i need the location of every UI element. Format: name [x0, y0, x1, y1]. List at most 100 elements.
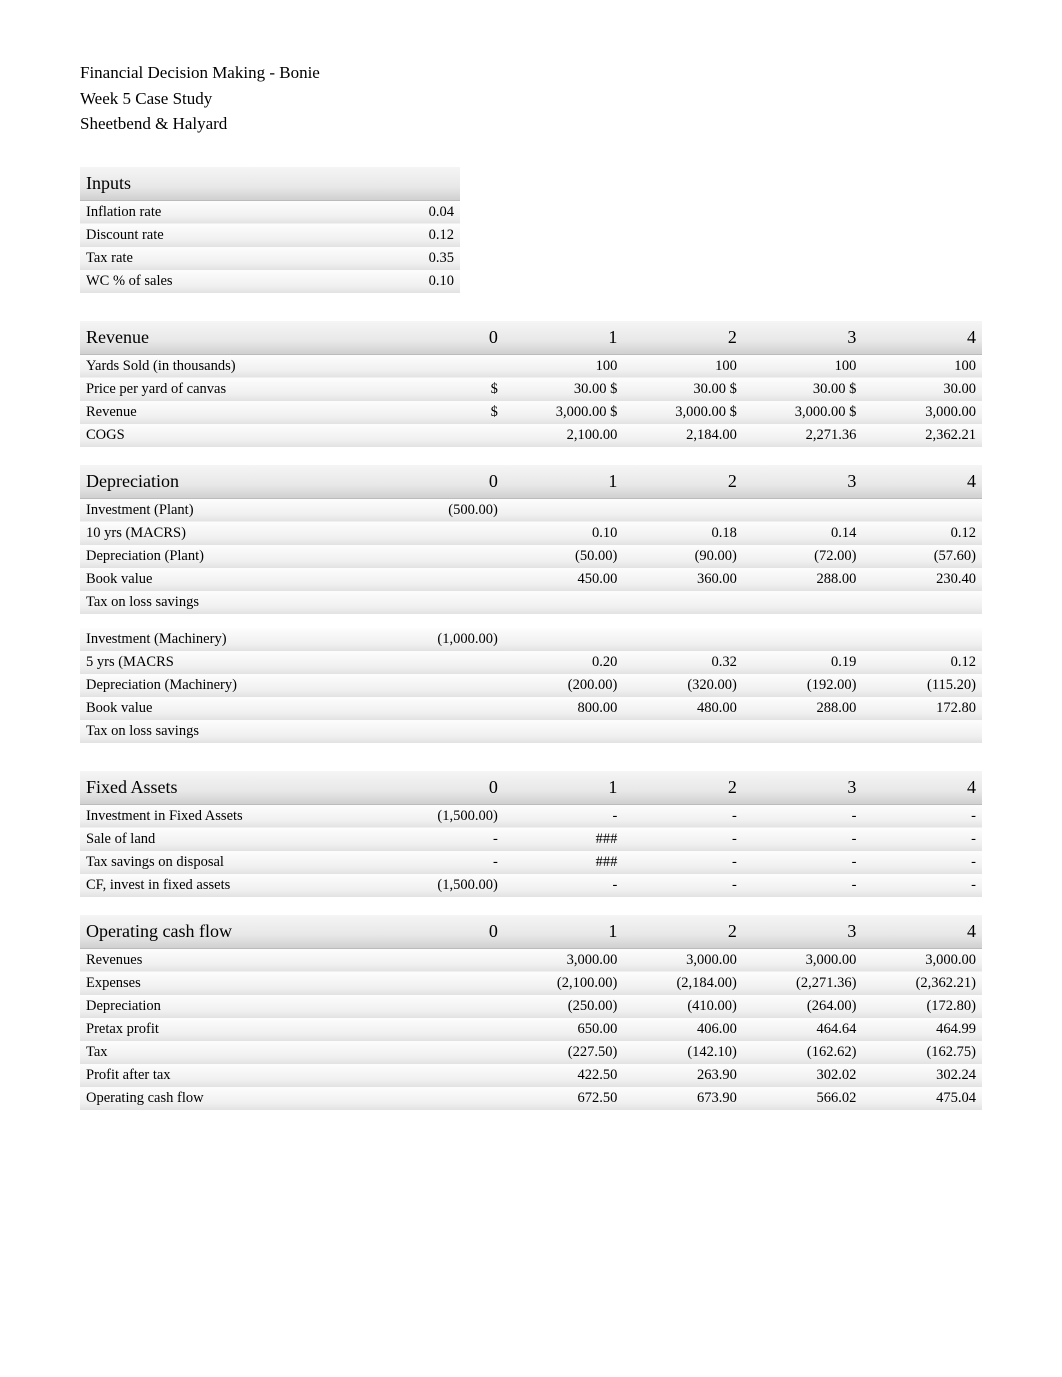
depreciation-cell: 0.12	[862, 651, 982, 674]
title-line-3: Sheetbend & Halyard	[80, 111, 982, 137]
depreciation-label: 5 yrs (MACRS	[80, 651, 384, 674]
year-1: 1	[504, 915, 624, 949]
ocf-row: Expenses(2,100.00)(2,184.00)(2,271.36)(2…	[80, 972, 982, 995]
inputs-value: 0.12	[360, 224, 460, 247]
year-2: 2	[623, 915, 743, 949]
ocf-cell: (172.80)	[862, 995, 982, 1018]
ocf-table: Operating cash flow 0 1 2 3 4 Revenues3,…	[80, 915, 982, 1110]
depreciation-row: Book value800.00480.00288.00172.80	[80, 697, 982, 720]
fixed-assets-label: Sale of land	[80, 828, 384, 851]
depreciation-table: Depreciation 0 1 2 3 4 Investment (Plant…	[80, 465, 982, 743]
depreciation-cell: 0.18	[623, 522, 743, 545]
revenue-row: Price per yard of canvas$30.00 $30.00 $3…	[80, 378, 982, 401]
depreciation-cell: 230.40	[862, 568, 982, 591]
depreciation-cell	[623, 720, 743, 743]
year-0: 0	[384, 915, 504, 949]
ocf-cell: 422.50	[504, 1064, 624, 1087]
ocf-cell: (264.00)	[743, 995, 863, 1018]
ocf-cell: (227.50)	[504, 1041, 624, 1064]
fixed-assets-cell: -	[384, 828, 504, 851]
ocf-cell: 464.64	[743, 1018, 863, 1041]
ocf-label: Revenues	[80, 948, 384, 972]
inputs-value: 0.35	[360, 247, 460, 270]
depreciation-cell	[384, 651, 504, 674]
ocf-cell	[384, 1018, 504, 1041]
year-3: 3	[743, 465, 863, 499]
fixed-assets-cell: (1,500.00)	[384, 874, 504, 897]
depreciation-row: Investment (Machinery)(1,000.00)	[80, 628, 982, 651]
depreciation-cell	[384, 591, 504, 614]
revenue-cell: 30.00 $	[623, 378, 743, 401]
ocf-row: Operating cash flow672.50673.90566.02475…	[80, 1087, 982, 1110]
ocf-cell: 672.50	[504, 1087, 624, 1110]
fixed-assets-cell: -	[862, 804, 982, 828]
depreciation-cell: 288.00	[743, 697, 863, 720]
depreciation-cell	[384, 674, 504, 697]
revenue-label: COGS	[80, 424, 384, 447]
ocf-cell: (250.00)	[504, 995, 624, 1018]
fixed-assets-cell: -	[623, 874, 743, 897]
ocf-cell: (142.10)	[623, 1041, 743, 1064]
revenue-row: Yards Sold (in thousands)100100100100	[80, 354, 982, 378]
revenue-cell: 100	[862, 354, 982, 378]
ocf-row: Depreciation(250.00)(410.00)(264.00)(172…	[80, 995, 982, 1018]
fixed-assets-label: Investment in Fixed Assets	[80, 804, 384, 828]
depreciation-row: Book value450.00360.00288.00230.40	[80, 568, 982, 591]
fixed-assets-cell: -	[743, 851, 863, 874]
depreciation-cell	[743, 720, 863, 743]
ocf-cell: (2,271.36)	[743, 972, 863, 995]
revenue-header-row: Revenue 0 1 2 3 4	[80, 321, 982, 355]
revenue-cell: 3,000.00 $	[504, 401, 624, 424]
depreciation-cell: (320.00)	[623, 674, 743, 697]
inputs-header: Inputs	[80, 167, 460, 201]
fixed-assets-cell: -	[862, 874, 982, 897]
depreciation-row: 5 yrs (MACRS0.200.320.190.12	[80, 651, 982, 674]
fixed-assets-row: Sale of land-###---	[80, 828, 982, 851]
revenue-row: Revenue$3,000.00 $3,000.00 $3,000.00 $3,…	[80, 401, 982, 424]
depreciation-cell	[623, 498, 743, 522]
inputs-row: WC % of sales0.10	[80, 270, 460, 293]
ocf-cell: 650.00	[504, 1018, 624, 1041]
depreciation-label: Tax on loss savings	[80, 720, 384, 743]
revenue-cell	[384, 424, 504, 447]
fixed-assets-table: Fixed Assets 0 1 2 3 4 Investment in Fix…	[80, 771, 982, 897]
year-2: 2	[623, 321, 743, 355]
ocf-cell: 464.99	[862, 1018, 982, 1041]
revenue-cell: 100	[504, 354, 624, 378]
depreciation-cell: (1,000.00)	[384, 628, 504, 651]
depreciation-cell	[862, 498, 982, 522]
revenue-cell: 3,000.00 $	[743, 401, 863, 424]
depreciation-section: Depreciation 0 1 2 3 4 Investment (Plant…	[80, 465, 982, 743]
revenue-header: Revenue	[80, 321, 384, 355]
year-4: 4	[862, 321, 982, 355]
ocf-row: Pretax profit650.00406.00464.64464.99	[80, 1018, 982, 1041]
year-2: 2	[623, 465, 743, 499]
fixed-assets-cell: -	[743, 874, 863, 897]
fixed-assets-cell: -	[623, 804, 743, 828]
ocf-header-row: Operating cash flow 0 1 2 3 4	[80, 915, 982, 949]
revenue-cell: 100	[623, 354, 743, 378]
year-3: 3	[743, 321, 863, 355]
depreciation-cell	[862, 628, 982, 651]
depreciation-cell: (50.00)	[504, 545, 624, 568]
depreciation-cell: (72.00)	[743, 545, 863, 568]
fixed-assets-cell: ###	[504, 828, 624, 851]
inputs-header-row: Inputs	[80, 167, 460, 201]
inputs-label: Tax rate	[80, 247, 360, 270]
depreciation-cell	[504, 720, 624, 743]
depreciation-cell: 0.12	[862, 522, 982, 545]
ocf-header: Operating cash flow	[80, 915, 384, 949]
depreciation-row: Tax on loss savings	[80, 591, 982, 614]
depreciation-cell	[384, 697, 504, 720]
depreciation-cell: 0.19	[743, 651, 863, 674]
fixed-assets-row: Tax savings on disposal-###---	[80, 851, 982, 874]
ocf-cell: (410.00)	[623, 995, 743, 1018]
ocf-cell: 302.24	[862, 1064, 982, 1087]
depreciation-label: Tax on loss savings	[80, 591, 384, 614]
depreciation-cell	[504, 591, 624, 614]
inputs-row: Inflation rate0.04	[80, 200, 460, 224]
revenue-cell: 2,184.00	[623, 424, 743, 447]
depreciation-cell	[504, 498, 624, 522]
revenue-cell: 2,362.21	[862, 424, 982, 447]
inputs-section: Inputs Inflation rate0.04Discount rate0.…	[80, 167, 982, 293]
